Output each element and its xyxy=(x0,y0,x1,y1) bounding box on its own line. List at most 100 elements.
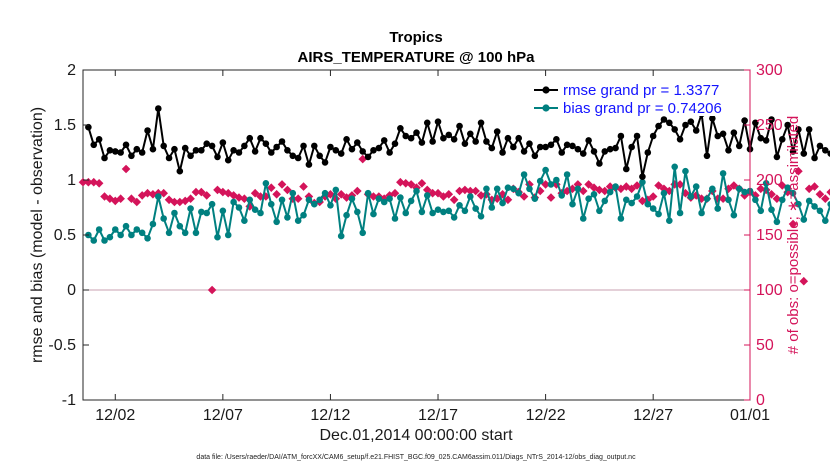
bias-point xyxy=(391,215,399,222)
bias-point xyxy=(703,195,711,202)
rmse-point xyxy=(348,145,356,153)
rmse-point xyxy=(273,143,280,151)
y-right-tick-label: 200 xyxy=(756,172,783,189)
bias-point xyxy=(477,213,485,220)
bias-point xyxy=(827,200,830,208)
bias-point xyxy=(574,185,582,193)
rmse-point xyxy=(370,147,377,154)
rmse-point xyxy=(138,149,146,156)
rmse-point xyxy=(364,153,372,161)
bias-point xyxy=(198,208,205,216)
obs-assimilated-point xyxy=(498,190,507,199)
bias-point xyxy=(784,184,791,191)
obs-assimilated-point xyxy=(180,196,190,206)
chart-subtitle: AIRS_TEMPERATURE @ 100 hPa xyxy=(298,49,536,66)
obs-assimilated-point xyxy=(810,182,819,191)
bias-line xyxy=(87,165,830,242)
bias-point xyxy=(402,209,410,217)
rmse-point xyxy=(579,150,587,157)
bias-point xyxy=(128,231,135,239)
rmse-point xyxy=(493,128,501,135)
obs-assimilated-point xyxy=(632,181,642,190)
rmse-point xyxy=(165,154,173,162)
obs-assimilated-point xyxy=(197,187,206,197)
rmse-point xyxy=(569,142,576,150)
obs-assimilated-point xyxy=(751,191,760,200)
bias-point xyxy=(241,217,248,224)
bias-point xyxy=(488,204,496,211)
bias-point xyxy=(219,207,227,215)
rmse-point xyxy=(730,129,738,136)
obs-assimilated-point xyxy=(826,188,830,196)
bias-point xyxy=(235,204,243,211)
bias-point xyxy=(558,192,566,199)
x-tick-label: 12/12 xyxy=(310,407,350,424)
rmse-point xyxy=(703,152,711,160)
rmse-point xyxy=(305,161,313,168)
bias-point xyxy=(735,185,743,193)
y-axis-right-label: # of obs: o=possible; ∗=assimilated xyxy=(785,116,802,355)
rmse-point xyxy=(321,159,329,166)
obs-assimilated-point xyxy=(396,177,405,187)
rmse-point xyxy=(800,150,808,157)
rmse-point xyxy=(606,145,614,153)
rmse-point xyxy=(235,149,243,156)
obs-assimilated-point xyxy=(724,184,733,194)
rmse-point xyxy=(536,143,544,151)
bias-point xyxy=(692,183,700,190)
rmse-point xyxy=(596,160,603,167)
obs-assimilated-point xyxy=(487,195,497,205)
legend-bias-label: bias grand pr = 0.74206 xyxy=(563,100,722,117)
rmse-point xyxy=(795,126,802,133)
rmse-point xyxy=(181,144,189,152)
bias-point xyxy=(510,185,517,193)
bias-point xyxy=(337,232,345,240)
obs-assimilated-point xyxy=(326,190,335,199)
bias-point xyxy=(789,189,797,197)
bias-point xyxy=(520,171,528,178)
bias-point xyxy=(445,207,453,215)
rmse-point xyxy=(601,148,609,155)
bias-point xyxy=(622,196,630,204)
obs-assimilated-point xyxy=(417,179,427,188)
rmse-point xyxy=(111,148,119,155)
obs-assimilated-point xyxy=(433,188,443,198)
rmse-point xyxy=(558,149,566,156)
bias-point xyxy=(321,189,329,197)
x-axis-label: Dec.01,2014 00:00:00 start xyxy=(319,427,513,444)
bias-point xyxy=(682,167,689,175)
obs-assimilated-point xyxy=(482,190,491,199)
bias-point xyxy=(176,222,184,230)
y-right-tick-label: 250 xyxy=(756,117,783,134)
rmse-point xyxy=(133,145,141,153)
bias-point xyxy=(273,218,280,226)
obs-assimilated-point xyxy=(137,191,147,200)
obs-assimilated-point xyxy=(148,190,158,199)
series-layer xyxy=(78,105,830,295)
obs-assimilated-point xyxy=(471,186,480,196)
bias-point xyxy=(246,196,254,204)
bias-point xyxy=(649,205,657,212)
rmse-point xyxy=(278,138,286,145)
obs-assimilated-point xyxy=(492,194,502,203)
rmse-point xyxy=(773,153,781,161)
rmse-point xyxy=(461,140,469,147)
rmse-point xyxy=(284,147,291,154)
rmse-point xyxy=(542,143,549,151)
bias-point xyxy=(590,191,598,198)
obs-assimilated-point xyxy=(428,188,437,198)
rmse-point xyxy=(450,136,458,143)
bias-point xyxy=(155,193,162,200)
plot-area xyxy=(78,69,830,401)
y-tick-label: -1 xyxy=(62,392,76,409)
obs-assimilated-point xyxy=(154,188,163,198)
obs-assimilated-point xyxy=(229,191,238,200)
bias-point xyxy=(343,211,350,219)
obs-assimilated-point xyxy=(186,194,195,203)
bias-point xyxy=(305,196,313,204)
rmse-point xyxy=(510,143,517,151)
bias-point xyxy=(757,207,765,215)
rmse-point xyxy=(590,148,598,155)
bias-point xyxy=(101,237,108,244)
rmse-point xyxy=(251,148,259,155)
